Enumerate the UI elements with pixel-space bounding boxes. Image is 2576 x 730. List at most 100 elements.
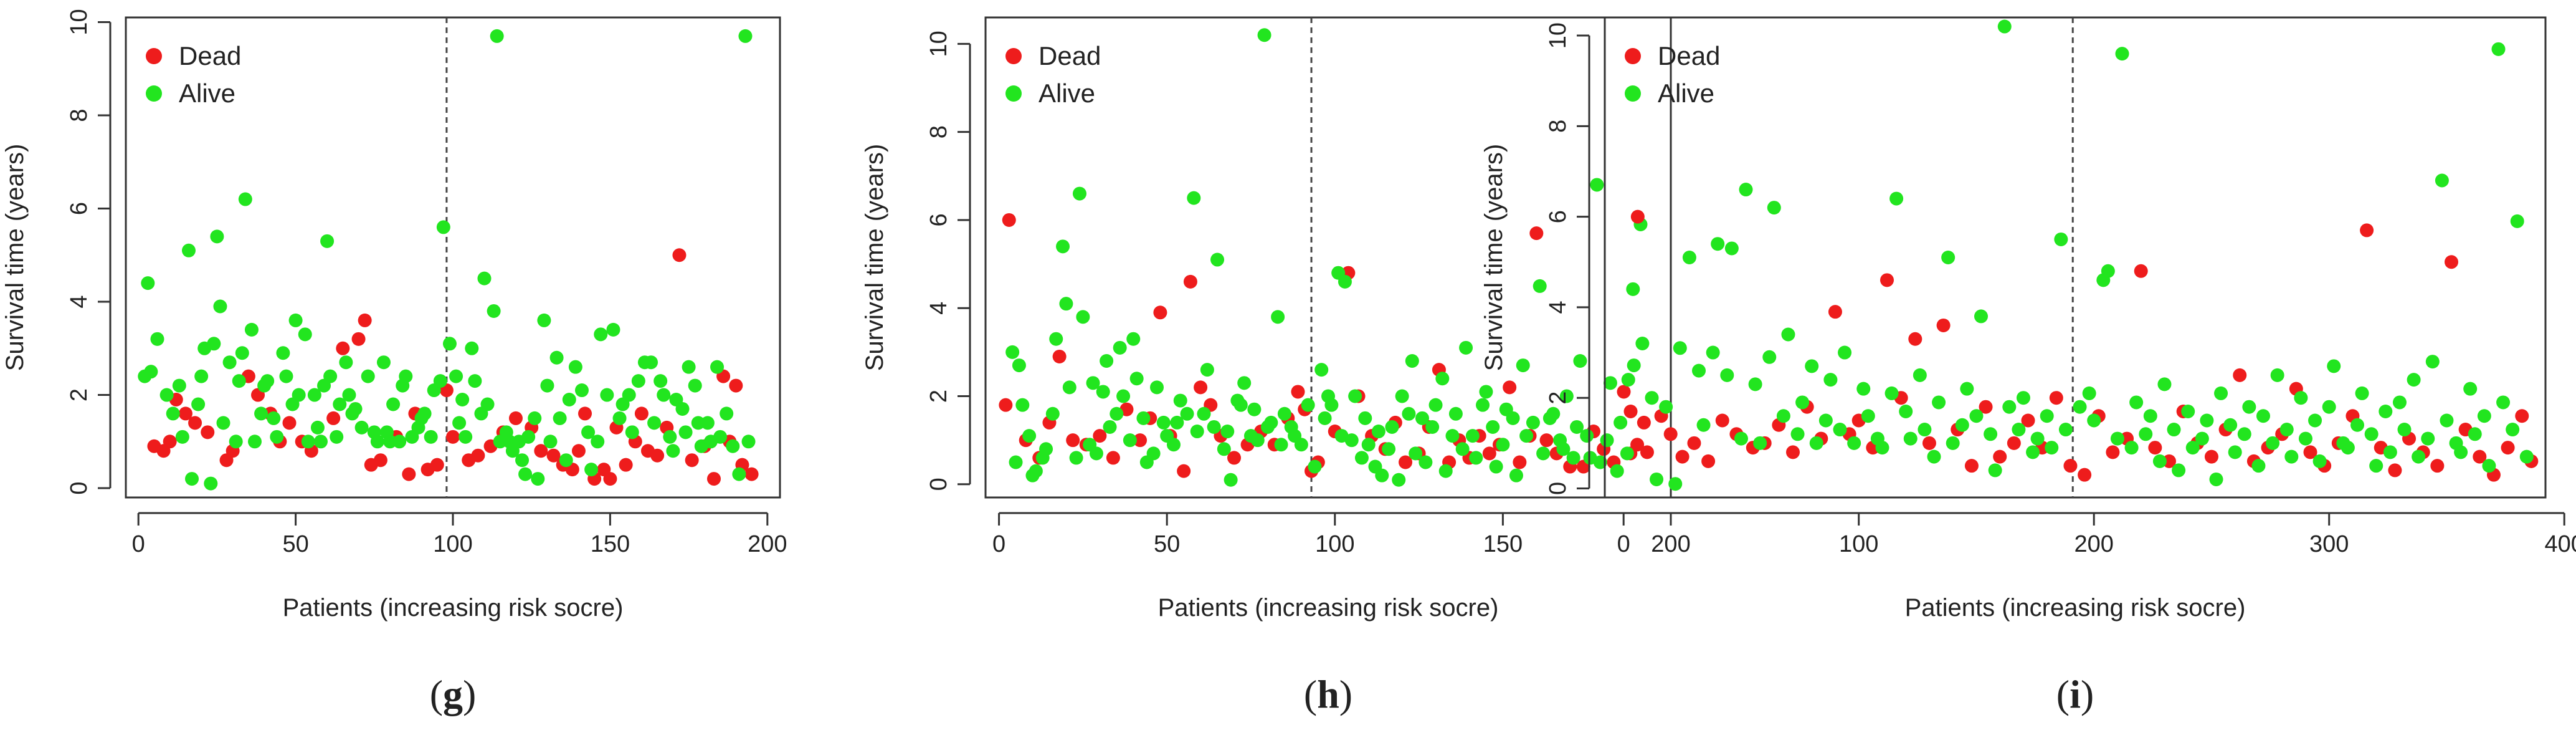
data-point-alive bbox=[1696, 418, 1711, 432]
data-point-alive bbox=[1113, 340, 1127, 355]
data-point-alive bbox=[1005, 345, 1020, 359]
data-point-dead bbox=[2162, 454, 2176, 468]
legend-marker-alive bbox=[1005, 85, 1022, 102]
data-point-alive bbox=[1301, 398, 1315, 412]
y-tick-label: 2 bbox=[1545, 391, 1571, 405]
data-point-alive bbox=[1682, 251, 1696, 264]
data-point-alive bbox=[1459, 340, 1473, 355]
data-point-alive bbox=[682, 360, 696, 374]
data-point-alive bbox=[1100, 354, 1114, 368]
data-point-alive bbox=[2167, 423, 2181, 437]
data-point-dead bbox=[430, 458, 444, 472]
data-point-alive bbox=[1382, 442, 1396, 456]
data-point-alive bbox=[1344, 433, 1359, 448]
y-tick-label: 0 bbox=[66, 481, 92, 494]
data-point-dead bbox=[1291, 385, 1305, 399]
data-point-alive bbox=[2463, 382, 2478, 396]
data-point-alive bbox=[2425, 355, 2440, 369]
data-point-alive bbox=[2327, 359, 2341, 373]
data-point-alive bbox=[459, 430, 473, 444]
data-point-alive bbox=[1395, 389, 1409, 403]
data-point-alive bbox=[2435, 173, 2449, 188]
data-point-alive bbox=[1056, 239, 1070, 254]
data-point-dead bbox=[1227, 451, 1242, 465]
data-point-alive bbox=[1455, 442, 1470, 456]
data-point-alive bbox=[1620, 446, 1634, 461]
x-tick-label: 150 bbox=[1483, 531, 1523, 557]
data-point-alive bbox=[1069, 451, 1083, 465]
data-point-alive bbox=[1123, 433, 1137, 448]
data-point-alive bbox=[194, 369, 209, 383]
data-point-alive bbox=[606, 322, 620, 337]
data-point-alive bbox=[540, 378, 554, 393]
data-point-alive bbox=[361, 369, 375, 383]
data-point-dead bbox=[2063, 459, 2078, 473]
data-point-alive bbox=[330, 430, 344, 444]
data-point-alive bbox=[1045, 406, 1060, 421]
data-point-alive bbox=[1781, 327, 1795, 342]
data-point-dead bbox=[1880, 273, 1894, 287]
data-point-alive bbox=[1156, 415, 1171, 430]
data-point-alive bbox=[600, 388, 614, 402]
data-point-alive bbox=[2054, 232, 2068, 246]
data-point-alive bbox=[1338, 274, 1352, 289]
data-point-alive bbox=[1012, 358, 1026, 373]
data-point-alive bbox=[2242, 400, 2256, 414]
data-point-dead bbox=[999, 398, 1013, 412]
data-point-alive bbox=[1903, 431, 1918, 446]
data-point-alive bbox=[442, 337, 457, 351]
data-point-alive bbox=[1673, 341, 1687, 355]
x-tick-label: 50 bbox=[1154, 531, 1180, 557]
data-point-alive bbox=[1795, 395, 1810, 410]
y-tick-label: 2 bbox=[926, 390, 952, 403]
data-point-alive bbox=[1146, 446, 1161, 461]
data-point-alive bbox=[1941, 251, 1956, 264]
data-point-alive bbox=[2040, 409, 2054, 423]
data-point-alive bbox=[339, 355, 353, 370]
data-point-alive bbox=[276, 346, 290, 360]
data-point-alive bbox=[1022, 429, 1037, 443]
data-point-alive bbox=[235, 346, 249, 360]
data-point-alive bbox=[612, 411, 627, 425]
x-tick-label: 50 bbox=[282, 531, 308, 557]
data-point-alive bbox=[625, 425, 639, 439]
data-point-alive bbox=[1150, 380, 1164, 395]
data-point-alive bbox=[342, 388, 356, 402]
data-point-alive bbox=[244, 322, 259, 337]
data-point-alive bbox=[2002, 400, 2017, 414]
data-point-dead bbox=[2388, 463, 2402, 478]
data-point-alive bbox=[175, 430, 189, 444]
data-point-dead bbox=[2078, 468, 2092, 482]
data-point-alive bbox=[1220, 425, 1235, 439]
y-axis-label: Survival time (years) bbox=[1, 144, 29, 372]
x-tick-label: 0 bbox=[992, 531, 1005, 557]
data-point-dead bbox=[1617, 385, 1631, 399]
data-point-alive bbox=[1354, 451, 1369, 465]
data-point-alive bbox=[2407, 373, 2421, 387]
data-point-alive bbox=[1546, 406, 1561, 421]
y-tick-label: 0 bbox=[1545, 482, 1571, 495]
data-point-alive bbox=[238, 192, 252, 206]
data-point-alive bbox=[1207, 420, 1221, 434]
data-point-alive bbox=[1570, 420, 1584, 434]
data-point-alive bbox=[559, 453, 573, 468]
data-point-alive bbox=[1180, 406, 1194, 421]
data-point-alive bbox=[1089, 446, 1103, 461]
data-point-alive bbox=[2312, 454, 2327, 468]
data-point-alive bbox=[172, 378, 186, 393]
data-point-alive bbox=[141, 276, 155, 291]
data-point-alive bbox=[1224, 473, 1238, 487]
data-point-alive bbox=[1884, 386, 1899, 400]
data-point-alive bbox=[1566, 451, 1580, 465]
data-point-alive bbox=[1250, 433, 1265, 448]
data-point-alive bbox=[1809, 436, 1823, 450]
data-point-dead bbox=[201, 425, 215, 439]
data-point-alive bbox=[1805, 359, 1819, 373]
data-point-alive bbox=[1899, 404, 1913, 418]
data-point-alive bbox=[2506, 423, 2520, 437]
data-point-dead bbox=[1002, 213, 1016, 227]
data-point-alive bbox=[713, 430, 728, 444]
data-point-dead bbox=[706, 472, 721, 486]
